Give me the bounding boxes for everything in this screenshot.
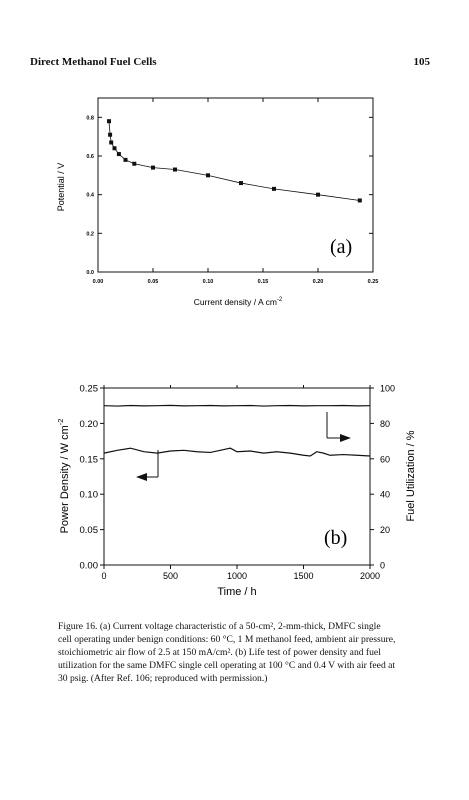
- y-tick-label-a: 0.4: [86, 193, 95, 199]
- data-point-a: [206, 173, 210, 178]
- running-head: Direct Methanol Fuel Cells 105: [30, 56, 430, 70]
- arrow-left-series-indicator: [136, 450, 159, 481]
- y-tick-label-b: 0.25: [80, 384, 99, 395]
- x-tick-label-b: 500: [163, 571, 178, 581]
- data-point-a: [132, 161, 137, 166]
- x-axis-label-a-text: Current density / A cm: [194, 297, 277, 307]
- panel-label-a: (a): [330, 236, 352, 258]
- panel-label-b: (b): [324, 527, 347, 549]
- caption-line: utilization for the same DMFC single cel…: [58, 660, 396, 671]
- arrow-right-series-indicator: [326, 412, 351, 442]
- y-tick-label-b: 0.20: [80, 419, 99, 430]
- x-axis-label-b: Time / h: [217, 586, 256, 598]
- data-point-a: [123, 157, 128, 162]
- x-tick-label-a: 0.00: [93, 279, 104, 285]
- y-tick-label-a: 0.8: [86, 115, 94, 121]
- series-line-power-density: [103, 447, 371, 457]
- y-tick-label-b: 0.15: [80, 454, 99, 465]
- x-tick-label-a: 0.10: [203, 279, 214, 285]
- data-point-a: [112, 146, 117, 151]
- running-head-title: Direct Methanol Fuel Cells: [30, 56, 157, 68]
- y2-tick-label-b: 60: [380, 454, 390, 464]
- x-tick-label-b: 1000: [227, 571, 247, 581]
- y2-tick-label-b: 40: [380, 490, 390, 500]
- y-axis-label-b: Power Density / W cm-2: [56, 419, 71, 534]
- y-tick-label-b: 0.10: [80, 490, 99, 501]
- data-point-a: [357, 198, 362, 203]
- y2-tick-label-b: 100: [380, 384, 395, 394]
- x-tick-label-a: 0.25: [368, 279, 379, 285]
- y-axis-label-b-sup: -2: [56, 419, 65, 426]
- y2-tick-label-b: 20: [380, 525, 390, 535]
- x-tick-label-b: 1500: [293, 571, 313, 581]
- y-tick-label-b: 0.05: [80, 525, 99, 536]
- x-tick-label-a: 0.20: [313, 279, 324, 285]
- data-point-a: [108, 132, 113, 137]
- data-point-a: [109, 140, 114, 145]
- x-tick-label-b: 0: [101, 571, 106, 581]
- data-point-a: [173, 167, 177, 172]
- data-point-a: [272, 186, 276, 191]
- caption-line: 30 psig. (After Ref. 106; reproduced wit…: [58, 673, 268, 684]
- data-point-a: [107, 119, 111, 124]
- data-point-a: [151, 165, 155, 170]
- y-tick-label-b: 0.00: [80, 561, 99, 572]
- page-number: 105: [413, 56, 431, 68]
- x-axis-label-a: Current density / A cm-2: [194, 297, 283, 307]
- series-line-a: [108, 121, 360, 201]
- y-tick-label-a: 0.2: [86, 231, 94, 237]
- caption-line: cell operating under benign conditions: …: [58, 634, 396, 645]
- x-tick-label-b: 2000: [360, 571, 380, 581]
- figure-a-chart: 0.00 0.05 0.10 0.15 0.20 0.25 0.0 0.2 0.4 0.6 0.8…: [56, 97, 379, 307]
- y2-tick-label-b: 80: [380, 419, 390, 429]
- data-point-a: [239, 181, 243, 186]
- y2-axis-label-b: Fuel Utilization / %: [405, 430, 417, 521]
- data-point-a: [116, 152, 121, 157]
- x-tick-label-a: 0.15: [258, 279, 269, 285]
- caption-line: stoichiometric air flow of 2.5 at 150 mA…: [58, 647, 381, 658]
- figure-b-chart: 0 500 1000 1500 2000 0.000.050.100.150.200.2…: [56, 384, 417, 599]
- x-tick-label-a: 0.05: [148, 279, 159, 285]
- y2-tick-label-b: 0: [380, 561, 385, 571]
- figure-caption: Figure 16. (a) Current voltage character…: [58, 620, 430, 685]
- y-tick-label-a: 0.6: [86, 154, 94, 160]
- series-line-fuel-utilization: [103, 404, 371, 407]
- plot-frame-a: [97, 97, 374, 273]
- y-axis-label-b-text: Power Density / W cm: [59, 425, 71, 533]
- caption-line: Figure 16. (a) Current voltage character…: [58, 621, 381, 632]
- data-point-a: [316, 192, 320, 197]
- x-axis-label-a-sup: -2: [277, 297, 283, 303]
- y-axis-label-a: Potential / V: [56, 163, 66, 212]
- y-tick-label-a: 0.0: [86, 270, 94, 276]
